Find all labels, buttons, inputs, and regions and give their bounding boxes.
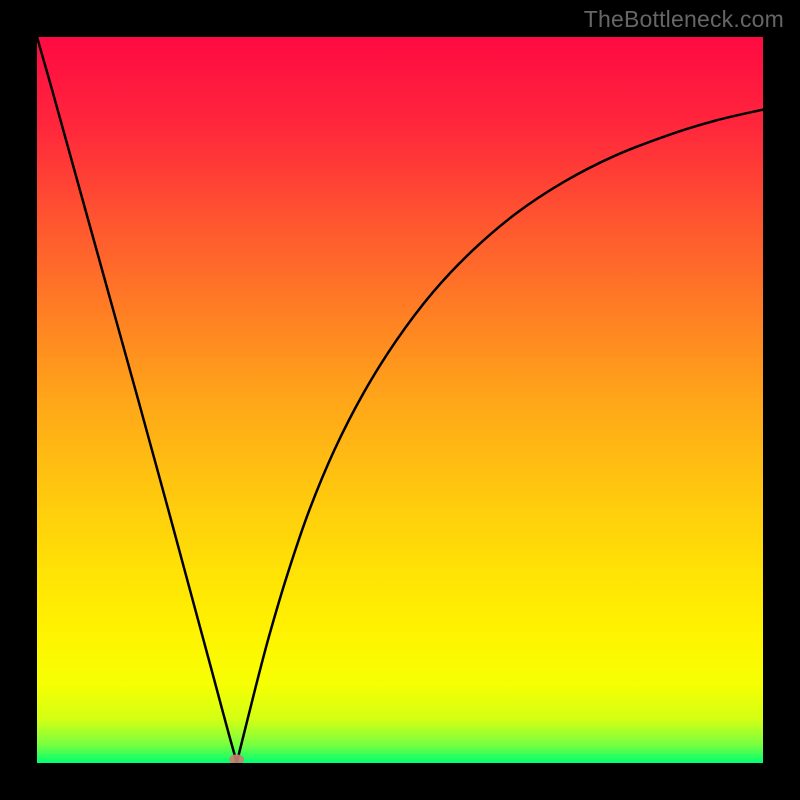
- min-marker: [229, 754, 244, 763]
- curve-layer: [37, 37, 763, 763]
- watermark: TheBottleneck.com: [584, 6, 784, 33]
- curve-right: [237, 110, 763, 763]
- plot-area: [37, 37, 763, 763]
- curve-left: [37, 37, 237, 763]
